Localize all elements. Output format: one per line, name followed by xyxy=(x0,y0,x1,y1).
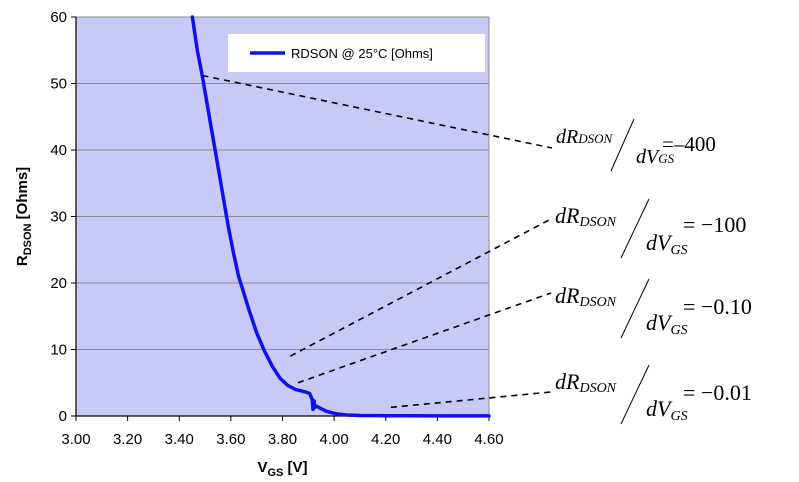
slope-annotation: dRDSON dVGS=–400 xyxy=(202,74,716,172)
x-axis-title: VGS [V] xyxy=(257,459,307,479)
y-tick-label: 50 xyxy=(50,76,67,93)
annotation-numerator: dRDSON xyxy=(555,283,617,310)
x-tick-label: 3.40 xyxy=(165,431,194,448)
annotation-denominator: dVGS xyxy=(636,146,675,168)
y-tick-label: 10 xyxy=(50,342,67,359)
x-tick-labels: 3.00 3.20 3.40 3.60 3.80 4.00 4.20 4.40 4.60 xyxy=(61,431,503,448)
x-tick-label: 4.00 xyxy=(320,431,349,448)
annotation-denominator: dVGS xyxy=(646,230,688,258)
x-tick-label: 3.80 xyxy=(268,431,297,448)
legend: RDSON @ 25°C [Ohms] xyxy=(228,34,485,72)
fraction-slash xyxy=(620,364,650,425)
series-line-rdson xyxy=(190,15,491,418)
annotation-value: = −0.01 xyxy=(683,380,752,405)
x-tick-label: 4.40 xyxy=(423,431,452,448)
annotation-value: =–400 xyxy=(662,132,716,156)
y-axis-title: RDSON [Ohms] xyxy=(14,167,34,266)
annotation-numerator: dRDSON xyxy=(555,369,617,396)
x-tick-label: 4.20 xyxy=(371,431,400,448)
leader-line xyxy=(202,74,553,149)
fraction-slash xyxy=(620,278,650,339)
annotation-numerator: dRDSON xyxy=(555,203,617,230)
legend-label: RDSON @ 25°C [Ohms] xyxy=(291,46,433,61)
gridlines xyxy=(71,16,490,421)
annotation-value: = −100 xyxy=(683,212,746,237)
leader-line xyxy=(297,292,552,384)
slope-annotation: dRDSON dVGS= −0.10 xyxy=(297,278,752,384)
y-tick-label: 0 xyxy=(59,408,67,425)
fraction-slash xyxy=(620,198,650,259)
y-tick-label: 20 xyxy=(50,275,67,292)
x-tick-label: 3.20 xyxy=(113,431,142,448)
annotation-denominator: dVGS xyxy=(646,396,688,424)
annotation-numerator: dRDSON xyxy=(556,126,613,148)
annotation-denominator: dVGS xyxy=(646,310,688,338)
annotation-value: = −0.10 xyxy=(683,294,752,319)
y-tick-label: 60 xyxy=(50,9,67,26)
y-tick-labels: 0 10 20 30 40 50 60 xyxy=(50,9,67,425)
leader-line xyxy=(289,218,552,357)
fraction-slash xyxy=(610,118,635,172)
x-tick-label: 3.00 xyxy=(61,431,90,448)
x-tick-label: 4.60 xyxy=(474,431,503,448)
slope-annotation: dRDSON dVGS= −0.01 xyxy=(390,364,752,425)
y-tick-label: 30 xyxy=(50,209,67,226)
x-tick-label: 3.60 xyxy=(216,431,245,448)
y-tick-label: 40 xyxy=(50,142,67,159)
leader-line xyxy=(390,391,552,409)
